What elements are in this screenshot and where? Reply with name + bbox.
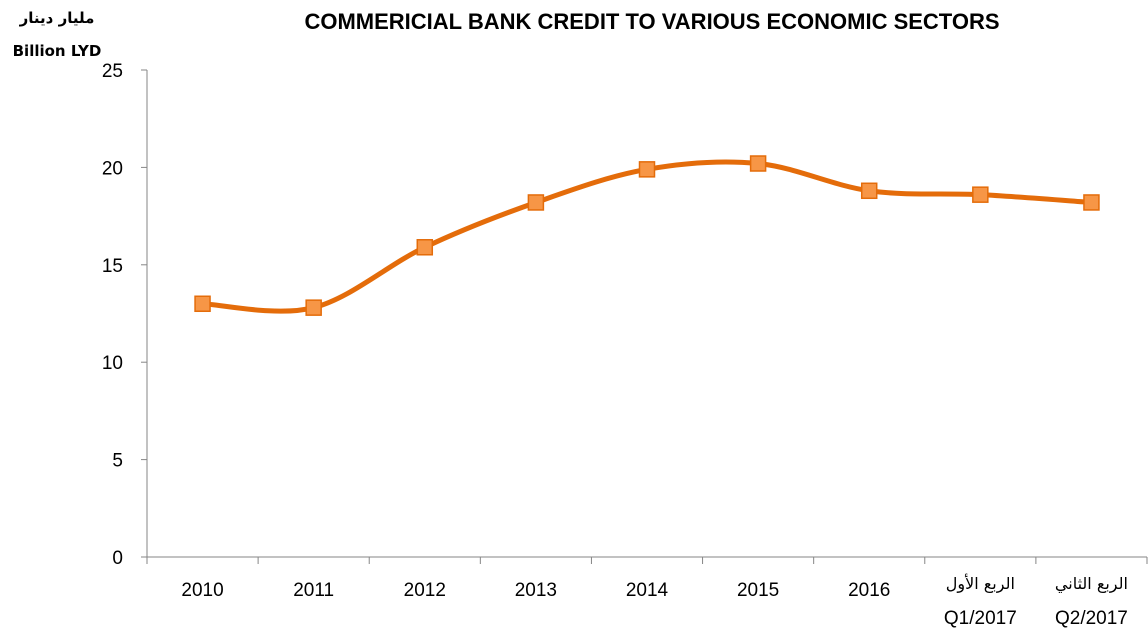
y-tick-label: 20 [102, 158, 123, 179]
y-unit-label-arabic: مليار دينار [19, 9, 95, 27]
series-line [200, 159, 1094, 314]
x-tick-label: Q2/2017 [1055, 608, 1128, 629]
data-point-marker [1083, 194, 1100, 211]
y-tick-label: 15 [102, 256, 123, 277]
y-tick-label: 10 [102, 353, 123, 374]
data-point-marker [638, 161, 656, 178]
y-unit-label-english: Billion LYD [13, 42, 102, 60]
y-tick-label: 5 [112, 451, 123, 472]
x-axis: 2010 2011 2012 2013 2014 2015 2016 الربع الأول Q… [146, 556, 1148, 629]
x-tick-label: 2014 [626, 580, 669, 601]
data-point-marker [305, 299, 322, 316]
x-tick-label: 2016 [848, 580, 890, 601]
x-tick-label: 2013 [515, 580, 557, 601]
y-tick-label: 0 [112, 548, 123, 569]
y-axis: 0 5 10 15 20 25 [102, 61, 148, 569]
data-point-marker [972, 186, 989, 203]
x-tick-label: 2015 [737, 580, 779, 601]
series-line-group [194, 155, 1100, 316]
x-tick-label: Q1/2017 [944, 608, 1017, 629]
x-tick-label: 2012 [404, 580, 446, 601]
chart-title: COMMERICIAL BANK CREDIT TO VARIOUS ECONO… [304, 9, 999, 34]
x-tick-label-arabic: الربع الثاني [1055, 574, 1128, 594]
x-tick-label: 2011 [293, 580, 334, 601]
data-point-marker [527, 194, 545, 211]
x-tick-label-arabic: الربع الأول [946, 573, 1015, 594]
data-point-marker [194, 295, 211, 313]
y-tick-label: 25 [102, 61, 123, 82]
data-point-marker [749, 155, 767, 172]
x-tick-label: 2010 [181, 580, 223, 601]
data-point-marker [416, 239, 434, 256]
data-point-marker [860, 182, 878, 200]
